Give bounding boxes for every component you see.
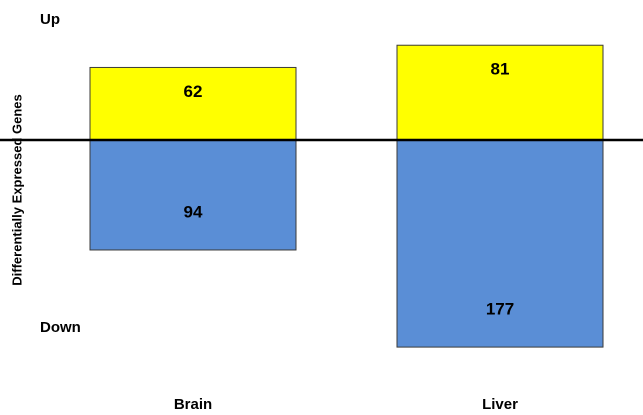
bar [89, 66, 297, 141]
value-label: 81 [491, 60, 510, 79]
series-label: Down [40, 319, 81, 336]
value-label: 94 [184, 202, 203, 221]
series-label: Up [40, 11, 60, 28]
x-tick-label: Brain [174, 396, 212, 413]
value-label: 177 [486, 300, 514, 319]
bar [396, 139, 604, 348]
value-label: 62 [184, 82, 203, 101]
bar [89, 139, 297, 251]
y-axis-label: Differentially Expressed Genes [9, 94, 24, 285]
bar [396, 44, 604, 141]
x-tick-label: Liver [482, 396, 518, 413]
